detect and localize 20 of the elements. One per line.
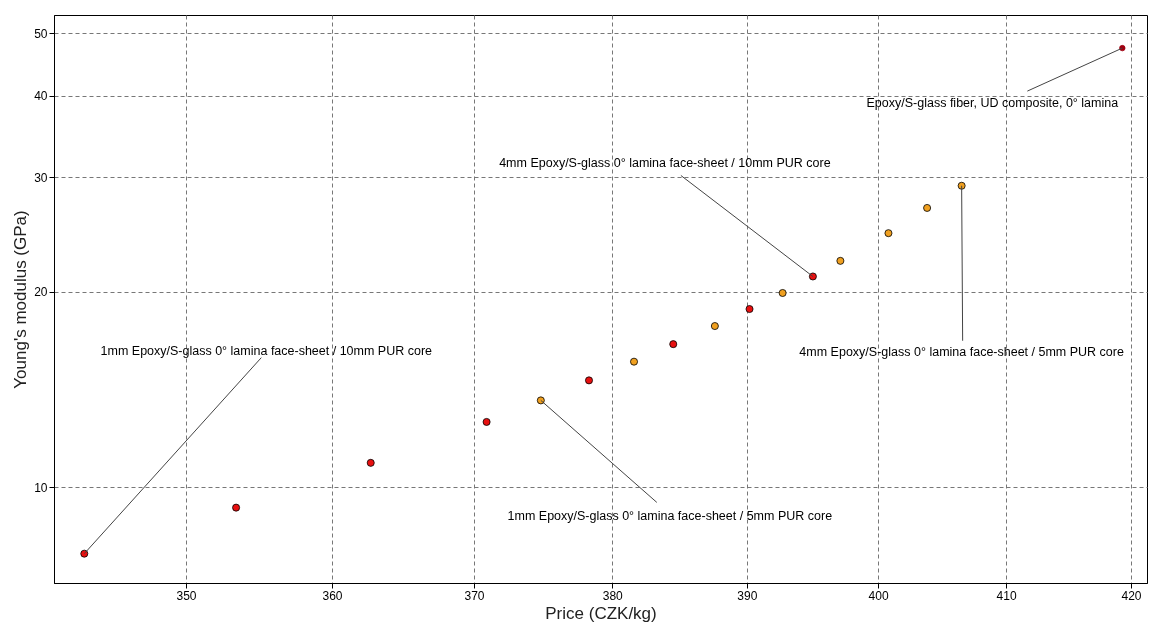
x-tick-label: 410 (996, 588, 1017, 603)
annotation: 4mm Epoxy/S-glass 0° lamina face-sheet / 10mm PUR core (499, 156, 831, 171)
y-tick-label: 20 (34, 285, 48, 300)
annotation: 1mm Epoxy/S-glass 0° lamina face-sheet / 10mm PUR core (100, 343, 433, 358)
x-tick-label: 400 (868, 588, 889, 603)
y-tick-label: 10 (34, 480, 48, 495)
y-tick-label: 30 (34, 170, 48, 185)
y-axis-title: Young's modulus (GPa) (11, 210, 31, 389)
y-tick-label: 40 (34, 89, 48, 104)
y-tick-label: 50 (34, 26, 48, 41)
x-tick-label: 350 (176, 588, 197, 603)
x-tick-label: 380 (602, 588, 624, 603)
x-tick-label: 390 (737, 588, 758, 603)
annotation: 1mm Epoxy/S-glass 0° lamina face-sheet / 5mm PUR core (507, 509, 833, 524)
annotation: Epoxy/S-glass fiber, UD composite, 0° lamina (866, 96, 1119, 111)
x-tick-label: 360 (322, 588, 343, 603)
x-tick-label: 370 (464, 588, 485, 603)
x-tick-label: 420 (1121, 588, 1142, 603)
x-axis-title: Price (CZK/kg) (545, 603, 657, 623)
annotation: 4mm Epoxy/S-glass 0° lamina face-sheet / 5mm PUR core (799, 344, 1124, 359)
